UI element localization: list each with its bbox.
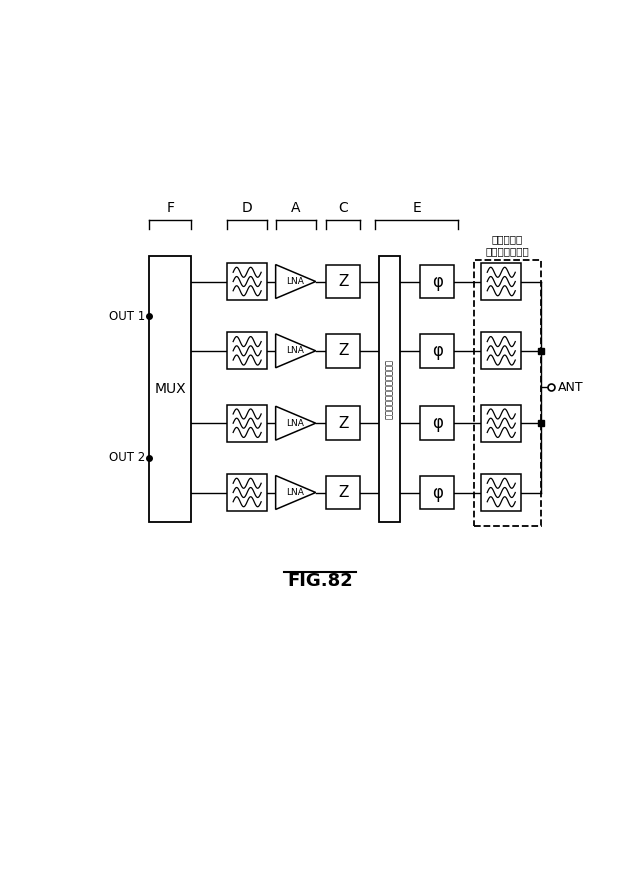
Text: LNA: LNA bbox=[286, 277, 304, 286]
Text: MUX: MUX bbox=[154, 382, 186, 396]
Polygon shape bbox=[276, 476, 316, 509]
Text: D: D bbox=[242, 200, 253, 215]
Text: Z: Z bbox=[338, 416, 349, 431]
Text: LNA: LNA bbox=[286, 346, 304, 355]
Text: FIG.82: FIG.82 bbox=[287, 572, 353, 590]
Bar bbox=[379, 256, 401, 522]
Polygon shape bbox=[276, 334, 316, 367]
Text: Z: Z bbox=[338, 274, 349, 289]
Bar bbox=[420, 334, 454, 367]
Bar bbox=[420, 476, 454, 509]
Bar bbox=[481, 332, 521, 369]
Bar bbox=[481, 404, 521, 442]
Text: C: C bbox=[339, 200, 348, 215]
Bar bbox=[326, 476, 360, 509]
Text: OUT 1: OUT 1 bbox=[109, 310, 145, 322]
Bar bbox=[227, 332, 267, 369]
Text: φ: φ bbox=[432, 342, 443, 359]
Text: ANT: ANT bbox=[557, 381, 583, 394]
Text: F: F bbox=[166, 200, 174, 215]
Polygon shape bbox=[276, 265, 316, 298]
Polygon shape bbox=[276, 406, 316, 440]
Bar bbox=[326, 265, 360, 298]
Text: A: A bbox=[291, 200, 300, 215]
Text: Z: Z bbox=[338, 343, 349, 358]
Bar bbox=[227, 263, 267, 300]
Bar bbox=[227, 404, 267, 442]
Text: φ: φ bbox=[432, 484, 443, 502]
Bar bbox=[474, 260, 541, 525]
Bar bbox=[326, 406, 360, 440]
Bar bbox=[420, 406, 454, 440]
Text: フィルタ／
マルチプレクサ: フィルタ／ マルチプレクサ bbox=[486, 235, 529, 256]
Text: OUT 2: OUT 2 bbox=[109, 451, 145, 464]
Bar bbox=[481, 263, 521, 300]
Bar bbox=[326, 334, 360, 367]
Bar bbox=[420, 265, 454, 298]
Bar bbox=[481, 474, 521, 511]
Text: Z: Z bbox=[338, 485, 349, 500]
Text: LNA: LNA bbox=[286, 488, 304, 497]
Bar bbox=[149, 256, 191, 522]
Text: LNA: LNA bbox=[286, 419, 304, 427]
Text: スイッチングネットワーク: スイッチングネットワーク bbox=[385, 358, 394, 419]
Text: φ: φ bbox=[432, 414, 443, 432]
Bar bbox=[227, 474, 267, 511]
Text: φ: φ bbox=[432, 273, 443, 291]
Text: E: E bbox=[412, 200, 421, 215]
